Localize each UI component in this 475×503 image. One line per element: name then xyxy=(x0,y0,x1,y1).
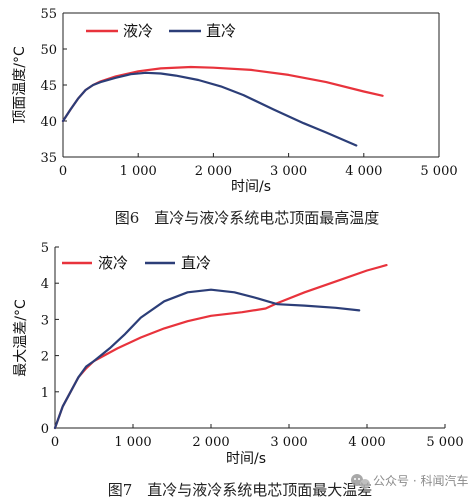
x-tick-label: 4 000 xyxy=(345,164,382,179)
x-tick-label: 1 000 xyxy=(120,164,157,179)
y-ticks: 0 1 2 3 4 5 xyxy=(41,241,59,437)
x-tick-label: 3 000 xyxy=(270,164,307,179)
y-axis-label: 顶面温度/°C xyxy=(12,46,28,124)
y-tick-label: 3 xyxy=(41,313,49,328)
legend: 液冷 直冷 xyxy=(86,22,236,40)
y-axis-label: 最大温差/°C xyxy=(13,299,29,377)
x-tick-label: 5 000 xyxy=(420,164,457,179)
y-tick-label: 45 xyxy=(40,79,57,94)
legend-label-liquid: 液冷 xyxy=(98,254,128,272)
x-tick-label: 4 000 xyxy=(348,435,385,450)
series-lines xyxy=(53,264,388,430)
y-tick-label: 40 xyxy=(40,115,57,130)
x-tick-label: 5 000 xyxy=(426,435,463,450)
x-tick-label: 3 000 xyxy=(270,435,307,450)
legend-label-direct: 直冷 xyxy=(206,22,236,40)
series-line-direct-cooling xyxy=(61,71,358,147)
x-tick-label: 0 xyxy=(59,164,67,179)
x-ticks: 0 1 000 2 000 3 000 4 000 5 000 xyxy=(59,153,458,179)
series-line-direct-cooling xyxy=(53,288,361,430)
y-tick-label: 50 xyxy=(40,43,57,58)
legend-label-direct: 直冷 xyxy=(181,254,211,272)
x-axis-label: 时间/s xyxy=(226,451,266,467)
watermark: 公众号 · 科闻汽车 xyxy=(351,473,468,489)
y-tick-label: 35 xyxy=(40,151,57,166)
series-line-liquid-cooling xyxy=(61,65,384,123)
x-tick-label: 2 000 xyxy=(195,164,232,179)
x-tick-label: 1 000 xyxy=(114,435,151,450)
wechat-official-account-icon xyxy=(351,474,370,489)
y-tick-label: 1 xyxy=(41,386,49,401)
chart-top-surface-max-temperature: 0 1 000 2 000 3 000 4 000 5 000 35 40 45 50 55 液冷… xyxy=(12,7,458,227)
y-tick-label: 2 xyxy=(41,350,49,365)
figure-caption: 图6 直冷与液冷系统电芯顶面最高温度 xyxy=(115,209,380,227)
series-line-liquid-cooling xyxy=(53,264,388,430)
watermark-text: 公众号 · 科闻汽车 xyxy=(373,473,468,488)
x-tick-label: 2 000 xyxy=(192,435,229,450)
y-tick-label: 0 xyxy=(41,422,49,437)
x-axis-label: 时间/s xyxy=(231,179,271,195)
legend: 液冷 直冷 xyxy=(62,254,211,272)
figure-caption: 图7 直冷与液冷系统电芯顶面最大温差 xyxy=(108,481,373,499)
series-lines xyxy=(61,65,384,147)
y-ticks: 35 40 45 50 55 xyxy=(40,7,67,166)
x-ticks: 0 1 000 2 000 3 000 4 000 5 000 xyxy=(51,424,464,450)
y-tick-label: 5 xyxy=(41,241,49,256)
y-tick-label: 55 xyxy=(40,7,57,22)
y-tick-label: 4 xyxy=(41,277,49,292)
legend-label-liquid: 液冷 xyxy=(123,22,153,40)
x-tick-label: 0 xyxy=(51,435,59,450)
